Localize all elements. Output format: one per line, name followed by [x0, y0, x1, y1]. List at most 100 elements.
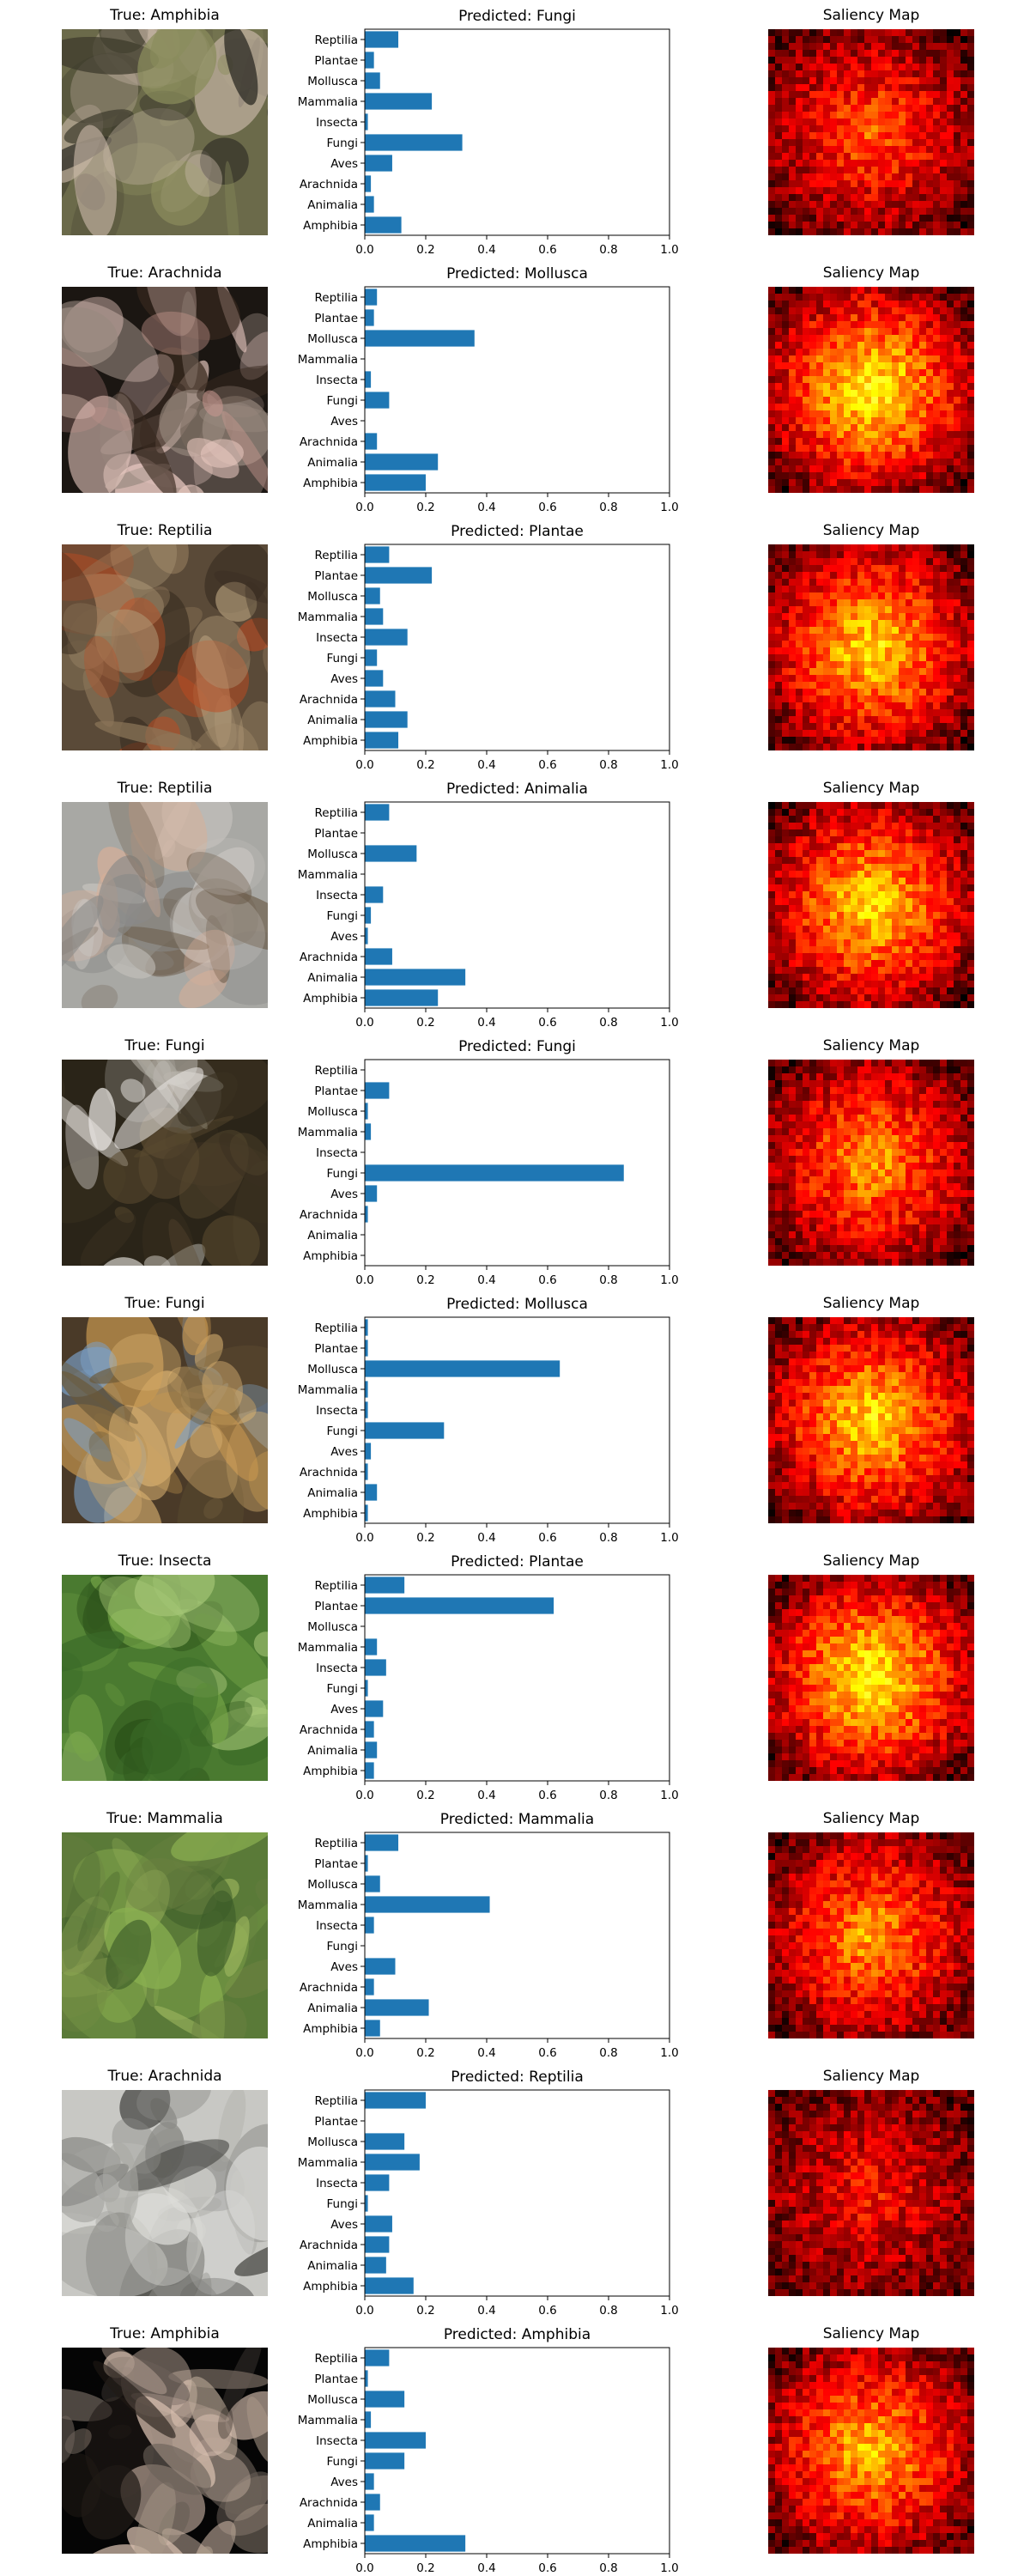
- x-tick-label: 0.0: [355, 243, 373, 257]
- y-tick-label: Animalia: [307, 2002, 358, 2015]
- probability-bar-chart: Predicted: Mollusca Amphibia Animalia Arach…: [298, 265, 679, 514]
- y-tick-label: Plantae: [314, 2115, 358, 2129]
- y-tick-label: Animalia: [307, 456, 358, 470]
- sample-photo: [62, 2090, 268, 2296]
- true-label-title: True: Arachnida: [107, 264, 222, 282]
- x-tick-label: 0.4: [477, 1273, 495, 1287]
- result-row: True: Fungi Predicted: Mollusca Amphibia An…: [0, 1288, 1030, 1546]
- x-tick-label: 0.8: [599, 243, 617, 257]
- bar-arachnida: [365, 1721, 374, 1738]
- y-tick-label: Amphibia: [303, 2537, 358, 2551]
- saliency-title: Saliency Map: [822, 780, 920, 797]
- y-tick-label: Insecta: [316, 374, 358, 387]
- result-row: True: Arachnida Predicted: Reptilia Amphib…: [0, 2061, 1030, 2318]
- y-tick-label: Arachnida: [300, 435, 358, 449]
- bar-mollusca: [365, 1103, 368, 1120]
- probability-bar-chart: Predicted: Fungi Amphibia Animalia Arachnid…: [298, 1038, 679, 1287]
- x-tick-label: 0.2: [416, 243, 434, 257]
- x-tick-label: 0.0: [355, 2304, 373, 2318]
- x-tick-label: 0.4: [477, 2046, 495, 2060]
- bar-mammalia: [365, 1381, 368, 1398]
- result-row: True: Insecta Predicted: Plantae Amphibia A…: [0, 1546, 1030, 1803]
- x-tick-label: 0.8: [599, 1016, 617, 1030]
- bar-insecta: [365, 629, 408, 646]
- bar-aves: [365, 927, 368, 945]
- plot-frame: [364, 28, 670, 236]
- y-tick-label: Mollusca: [307, 2393, 358, 2407]
- y-tick-label: Reptilia: [315, 33, 358, 47]
- y-tick-label: Mollusca: [307, 75, 358, 88]
- bar-fungi: [365, 2452, 405, 2470]
- chart-title: Predicted: Animalia: [446, 781, 588, 798]
- bar-reptilia: [365, 2349, 390, 2366]
- y-tick-label: Aves: [330, 1960, 358, 1974]
- sample-photo: [62, 287, 268, 493]
- probability-bar-chart: Predicted: Amphibia Amphibia Animalia Arach…: [298, 2326, 679, 2575]
- y-tick-label: Amphibia: [303, 1507, 358, 1521]
- chart-title: Predicted: Mollusca: [446, 1296, 588, 1313]
- y-tick-label: Aves: [330, 1703, 358, 1716]
- bar-mollusca: [365, 330, 475, 347]
- bar-arachnida: [365, 1978, 374, 1996]
- plot-frame: [364, 1574, 670, 1782]
- bar-mollusca: [365, 2133, 405, 2150]
- y-tick-label: Arachnida: [300, 693, 358, 707]
- x-tick-label: 0.2: [416, 2046, 434, 2060]
- result-row: True: Amphibia Predicted: Amphibia Amphibi…: [0, 2318, 1030, 2576]
- bar-reptilia: [365, 1577, 405, 1594]
- y-tick-label: Mammalia: [298, 1641, 358, 1655]
- saliency-title: Saliency Map: [822, 1552, 920, 1570]
- x-tick-label: 0.4: [477, 1531, 495, 1545]
- bar-animalia: [365, 1741, 378, 1759]
- y-tick-label: Mollusca: [307, 2136, 358, 2149]
- bar-mammalia: [365, 93, 433, 110]
- plot-frame: [364, 2347, 670, 2555]
- x-tick-label: 0.6: [538, 1016, 556, 1030]
- bar-aves: [365, 1958, 396, 1975]
- bar-aves: [365, 670, 384, 687]
- bar-plantae: [365, 1082, 390, 1099]
- y-tick-label: Reptilia: [315, 1579, 358, 1593]
- y-tick-label: Insecta: [316, 1146, 358, 1160]
- probability-bar-chart: Predicted: Reptilia Amphibia Animalia Arach…: [298, 2069, 679, 2318]
- bar-fungi: [365, 392, 390, 409]
- bar-reptilia: [365, 31, 399, 48]
- probability-bar-chart: Predicted: Animalia Amphibia Animalia Arach…: [298, 781, 679, 1030]
- saliency-map: [768, 287, 974, 493]
- y-tick-label: Fungi: [327, 137, 358, 150]
- y-tick-label: Fungi: [327, 2455, 358, 2469]
- sample-photo: [62, 1832, 268, 2038]
- x-tick-label: 0.6: [538, 1531, 556, 1545]
- bar-mollusca: [365, 1360, 560, 1377]
- bar-mammalia: [365, 1896, 490, 1913]
- y-tick-label: Reptilia: [315, 1064, 358, 1078]
- bar-insecta: [365, 1917, 374, 1934]
- y-tick-label: Amphibia: [303, 1765, 358, 1778]
- y-tick-label: Insecta: [316, 2434, 358, 2448]
- bar-reptilia: [365, 289, 378, 306]
- true-label-title: True: Arachnida: [107, 2068, 222, 2085]
- sample-photo: [62, 544, 268, 750]
- saliency-title: Saliency Map: [822, 7, 920, 24]
- x-tick-label: 0.0: [355, 2561, 373, 2575]
- bar-animalia: [365, 2514, 374, 2531]
- true-label-title: True: Amphibia: [110, 2325, 220, 2342]
- y-tick-label: Animalia: [307, 1744, 358, 1758]
- y-tick-label: Mollusca: [307, 590, 358, 604]
- x-tick-label: 0.2: [416, 2304, 434, 2318]
- plot-frame: [364, 1316, 670, 1524]
- bar-arachnida: [365, 1206, 368, 1223]
- y-tick-label: Animalia: [307, 714, 358, 727]
- true-label-title: True: Amphibia: [110, 7, 220, 24]
- y-tick-label: Amphibia: [303, 2022, 358, 2036]
- bar-amphibia: [365, 2277, 414, 2294]
- y-tick-label: Mammalia: [298, 1126, 358, 1139]
- bar-amphibia: [365, 2020, 380, 2037]
- y-tick-label: Animalia: [307, 2517, 358, 2530]
- bar-mollusca: [365, 2391, 405, 2408]
- x-tick-label: 0.8: [599, 2561, 617, 2575]
- x-tick-label: 1.0: [660, 1273, 678, 1287]
- y-tick-label: Reptilia: [315, 1837, 358, 1850]
- x-tick-label: 1.0: [660, 243, 678, 257]
- y-tick-label: Mammalia: [298, 1383, 358, 1397]
